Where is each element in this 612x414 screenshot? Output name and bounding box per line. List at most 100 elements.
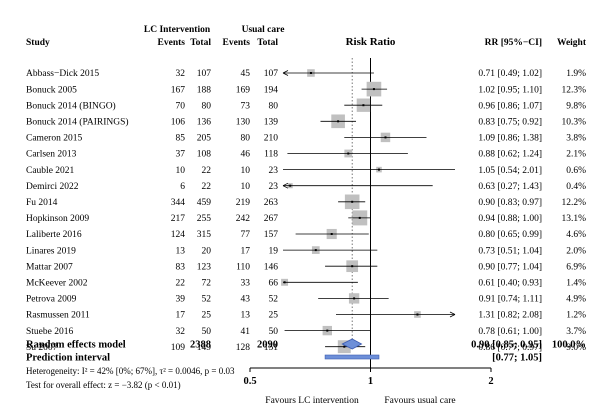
total-usual: 263 bbox=[264, 198, 279, 208]
header-total-usual: Total bbox=[257, 38, 278, 48]
total-lc: 52 bbox=[202, 295, 212, 305]
rr-ci-text: 0.90 [0.77; 1.04] bbox=[478, 262, 542, 272]
study-name: Demirci 2022 bbox=[26, 182, 79, 192]
total-lc: 25 bbox=[202, 311, 212, 321]
weight-text: 1.9% bbox=[566, 69, 586, 79]
header-group-usual: Usual care bbox=[242, 25, 285, 35]
total-lc: 80 bbox=[202, 101, 212, 111]
study-name: Stuebe 2016 bbox=[26, 327, 73, 337]
total-usual: 267 bbox=[264, 214, 279, 224]
total-usual: 80 bbox=[269, 101, 279, 111]
point-estimate bbox=[372, 88, 375, 91]
events-usual: 77 bbox=[241, 230, 251, 240]
pooled-total-lc: 2388 bbox=[190, 340, 211, 351]
total-lc: 107 bbox=[197, 69, 212, 79]
events-lc: 37 bbox=[176, 150, 186, 160]
favours-usual-label: Favours usual care bbox=[384, 396, 455, 406]
study-name: Laliberte 2016 bbox=[26, 230, 82, 240]
weight-text: 10.3% bbox=[561, 118, 586, 128]
events-usual: 80 bbox=[241, 134, 251, 144]
rr-ci-text: 0.78 [0.61; 1.00] bbox=[478, 327, 542, 337]
events-usual: 128 bbox=[236, 343, 251, 353]
point-estimate bbox=[309, 72, 312, 74]
study-name: Hopkinson 2009 bbox=[26, 214, 89, 224]
total-lc: 123 bbox=[197, 262, 212, 272]
total-lc: 136 bbox=[197, 118, 212, 128]
events-lc: 167 bbox=[171, 85, 186, 95]
favours-lc-label: Favours LC intervention bbox=[265, 396, 359, 406]
point-estimate bbox=[314, 249, 317, 252]
pooled-weight-text: 100.0% bbox=[552, 340, 586, 351]
weight-text: 2.0% bbox=[566, 246, 586, 256]
pooled-rr-text: 0.90 [0.85; 0.95] bbox=[471, 340, 542, 351]
total-usual: 52 bbox=[269, 295, 279, 305]
events-usual: 13 bbox=[241, 311, 251, 321]
weight-text: 13.1% bbox=[561, 214, 586, 224]
events-usual: 219 bbox=[236, 198, 251, 208]
events-usual: 45 bbox=[241, 69, 251, 79]
study-name: Bonuck 2005 bbox=[26, 85, 77, 95]
header-total-lc: Total bbox=[190, 38, 211, 48]
rr-ci-text: 1.09 [0.86; 1.38] bbox=[478, 134, 542, 144]
events-usual: 46 bbox=[241, 150, 251, 160]
rr-ci-text: 0.94 [0.88; 1.00] bbox=[478, 214, 542, 224]
events-usual: 110 bbox=[236, 262, 250, 272]
weight-text: 4.9% bbox=[566, 295, 586, 305]
point-estimate bbox=[351, 200, 354, 203]
events-lc: 83 bbox=[176, 262, 186, 272]
total-lc: 459 bbox=[197, 198, 212, 208]
point-estimate bbox=[289, 184, 292, 187]
weight-text: 12.2% bbox=[561, 198, 586, 208]
study-name: Rasmussen 2011 bbox=[26, 311, 90, 321]
total-usual: 23 bbox=[269, 166, 279, 176]
total-lc: 22 bbox=[202, 182, 212, 192]
arrow-left bbox=[282, 70, 289, 76]
study-name: Cauble 2021 bbox=[26, 166, 75, 176]
events-usual: 73 bbox=[241, 101, 251, 111]
events-usual: 33 bbox=[241, 279, 251, 289]
events-lc: 124 bbox=[171, 230, 186, 240]
total-lc: 149 bbox=[197, 343, 212, 353]
header-rr-ci: RR [95%−CI] bbox=[485, 38, 542, 48]
weight-text: 9.8% bbox=[566, 101, 586, 111]
rr-ci-text: 0.61 [0.40; 0.93] bbox=[478, 279, 542, 289]
study-name: Abbass−Dick 2015 bbox=[26, 69, 99, 79]
study-name: Bonuck 2014 (PAIRINGS) bbox=[26, 117, 129, 128]
arrow-right bbox=[449, 311, 456, 318]
study-name: Cameron 2015 bbox=[26, 134, 82, 144]
study-name: Linares 2019 bbox=[26, 246, 76, 256]
rr-ci-text: 0.90 [0.83; 0.97] bbox=[478, 198, 542, 208]
rr-ci-text: 0.91 [0.74; 1.11] bbox=[479, 295, 542, 305]
total-usual: 118 bbox=[264, 150, 278, 160]
total-lc: 50 bbox=[202, 327, 212, 337]
total-usual: 66 bbox=[269, 279, 279, 289]
weight-text: 0.6% bbox=[566, 166, 586, 176]
weight-text: 2.1% bbox=[566, 150, 586, 160]
study-name: Mattar 2007 bbox=[26, 262, 73, 272]
events-usual: 130 bbox=[236, 118, 251, 128]
total-lc: 205 bbox=[197, 134, 212, 144]
events-lc: 106 bbox=[171, 118, 186, 128]
events-usual: 17 bbox=[241, 246, 251, 256]
weight-text: 4.6% bbox=[566, 230, 586, 240]
header-events-lc: Events bbox=[158, 38, 186, 48]
events-lc: 39 bbox=[176, 295, 186, 305]
rr-ci-text: 0.80 [0.65; 0.99] bbox=[478, 230, 542, 240]
prediction-rr-text: [0.77; 1.05] bbox=[492, 353, 542, 364]
total-usual: 146 bbox=[264, 262, 279, 272]
rr-ci-text: 0.96 [0.86; 1.07] bbox=[478, 101, 542, 111]
point-estimate bbox=[377, 168, 380, 171]
study-name: McKeever 2002 bbox=[26, 279, 88, 289]
total-lc: 315 bbox=[197, 230, 212, 240]
weight-text: 9.0% bbox=[566, 343, 586, 353]
point-estimate bbox=[326, 329, 329, 332]
total-lc: 72 bbox=[202, 279, 212, 289]
events-usual: 41 bbox=[241, 327, 251, 337]
events-usual: 10 bbox=[241, 166, 251, 176]
weight-text: 3.7% bbox=[566, 327, 586, 337]
events-usual: 169 bbox=[236, 85, 251, 95]
point-estimate bbox=[353, 297, 356, 300]
header-events-usual: Events bbox=[223, 38, 251, 48]
study-name: Su 2007 bbox=[26, 343, 58, 353]
total-lc: 108 bbox=[197, 150, 212, 160]
